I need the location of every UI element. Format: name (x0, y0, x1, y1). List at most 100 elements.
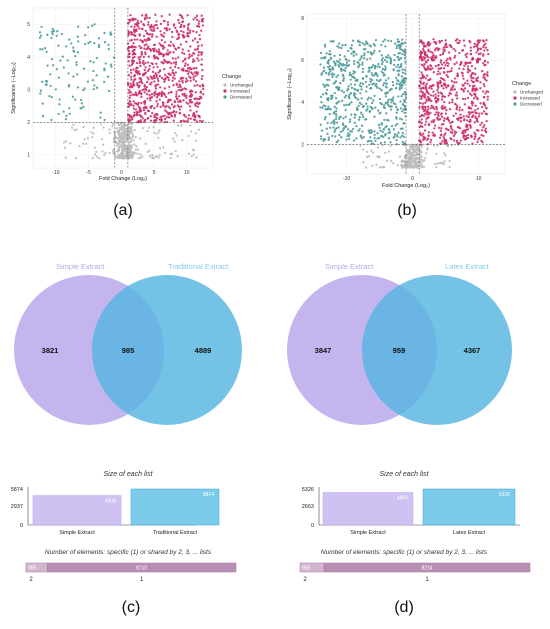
point-increased (439, 53, 442, 57)
point-increased (143, 68, 146, 72)
point-increased (458, 141, 461, 145)
point-unchanged (169, 156, 172, 160)
point-increased (462, 77, 465, 80)
point-decreased (395, 111, 398, 114)
legend-title-a: Change (222, 74, 241, 80)
point-unchanged (129, 140, 133, 143)
point-increased (470, 94, 473, 97)
point-decreased (337, 46, 341, 49)
point-decreased (367, 66, 371, 69)
point-increased (472, 110, 475, 114)
point-increased (163, 19, 166, 23)
point-increased (452, 114, 455, 117)
point-decreased (92, 61, 95, 64)
point-decreased (376, 131, 379, 135)
point-decreased (348, 71, 352, 74)
point-decreased (372, 64, 375, 67)
point-decreased (319, 63, 322, 66)
point-increased (484, 63, 487, 67)
point-increased (482, 110, 486, 113)
point-decreased (347, 103, 350, 107)
point-increased (156, 105, 159, 108)
point-unchanged (175, 134, 178, 137)
point-increased (151, 70, 155, 74)
point-increased (466, 128, 470, 131)
point-increased (189, 98, 192, 101)
size-bar-traditional-extract-c (130, 488, 220, 526)
size-bar-simple-extract-c (32, 495, 122, 526)
point-decreased (360, 103, 363, 106)
point-decreased (395, 143, 399, 146)
point-unchanged (448, 165, 451, 169)
point-unchanged (385, 159, 389, 163)
point-increased (133, 84, 136, 87)
point-increased (177, 19, 180, 22)
point-decreased (392, 128, 396, 131)
point-decreased (371, 74, 374, 77)
point-increased (426, 67, 429, 70)
point-increased (458, 116, 461, 119)
point-increased (429, 64, 433, 68)
point-increased (169, 51, 172, 54)
point-increased (157, 71, 160, 74)
point-unchanged (62, 141, 66, 144)
point-increased (138, 91, 141, 94)
point-increased (152, 43, 156, 47)
point-increased (190, 90, 193, 93)
point-increased (185, 77, 188, 80)
legend-a: Change Unchanged Increased Decreased (222, 74, 254, 100)
point-increased (421, 73, 424, 76)
point-unchanged (389, 159, 393, 163)
point-increased (472, 114, 475, 117)
point-decreased (380, 89, 383, 92)
point-decreased (366, 58, 369, 61)
point-increased (476, 45, 479, 48)
point-increased (176, 100, 180, 103)
point-increased (482, 45, 485, 49)
point-decreased (401, 127, 404, 130)
point-increased (163, 93, 166, 96)
point-unchanged (190, 154, 193, 158)
point-decreased (326, 98, 329, 101)
point-increased (158, 98, 161, 101)
point-decreased (338, 116, 341, 119)
point-decreased (352, 139, 356, 142)
point-unchanged (387, 150, 391, 153)
shared-k-2-d: 2 (303, 577, 307, 583)
point-unchanged (152, 131, 156, 134)
point-decreased (369, 128, 373, 132)
point-increased (170, 30, 174, 34)
point-increased (145, 32, 149, 35)
point-increased (469, 46, 472, 49)
point-decreased (340, 69, 343, 73)
point-increased (184, 62, 187, 65)
point-increased (462, 88, 465, 92)
point-increased (419, 120, 422, 124)
point-increased (484, 42, 487, 45)
point-decreased (350, 44, 353, 47)
point-increased (461, 83, 464, 87)
point-increased (486, 98, 489, 101)
point-decreased (366, 105, 369, 108)
point-decreased (110, 65, 113, 68)
point-increased (195, 110, 198, 113)
point-unchanged (417, 156, 420, 160)
point-increased (154, 90, 157, 93)
point-increased (172, 23, 176, 26)
point-decreased (38, 36, 41, 39)
point-decreased (76, 86, 80, 89)
point-increased (180, 88, 183, 91)
point-decreased (107, 43, 110, 47)
point-increased (432, 38, 435, 41)
point-decreased (45, 50, 48, 54)
point-increased (472, 57, 475, 61)
point-increased (179, 43, 183, 46)
point-increased (143, 91, 146, 94)
point-decreased (382, 40, 385, 43)
point-increased (173, 77, 176, 80)
point-decreased (106, 75, 110, 78)
point-increased (143, 101, 147, 104)
point-unchanged (122, 145, 125, 148)
point-decreased (343, 63, 346, 67)
